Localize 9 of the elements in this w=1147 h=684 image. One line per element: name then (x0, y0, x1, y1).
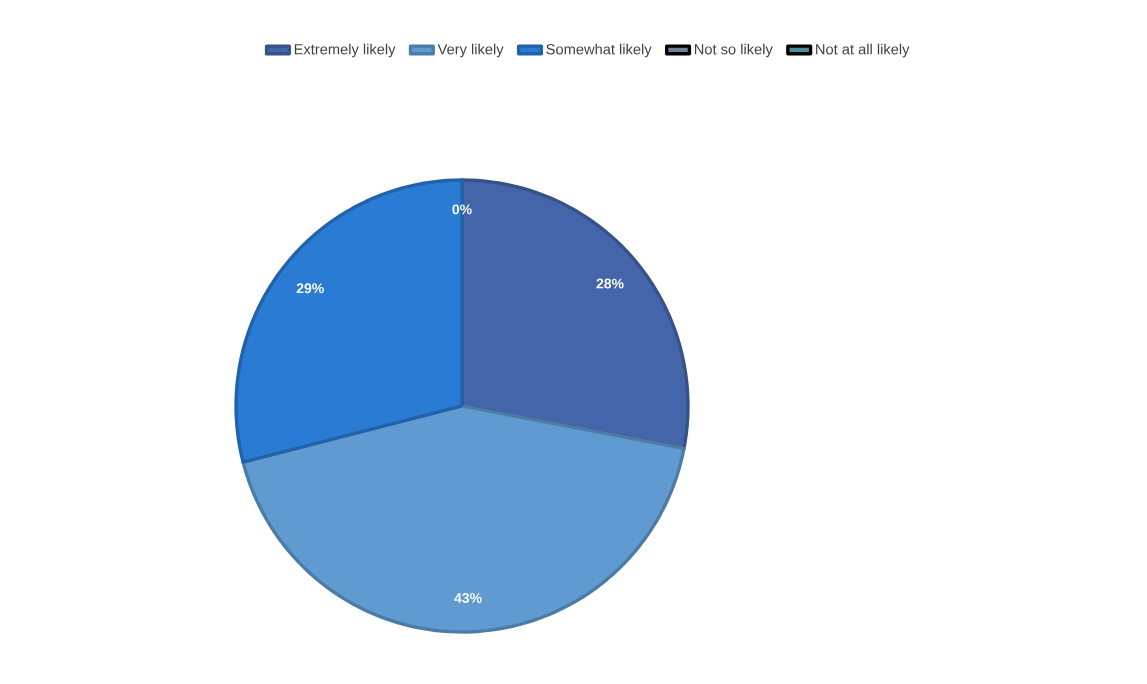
data-label: 28% (596, 278, 624, 289)
data-label: 29% (296, 283, 324, 294)
legend-label: Not so likely (694, 43, 773, 58)
data-label: 43% (454, 593, 482, 603)
legend-label: Not at all likely (816, 43, 910, 58)
text: 0% (452, 204, 472, 215)
legend-label: Very likely (437, 43, 504, 58)
legend-label: Somewhat likely (546, 43, 652, 58)
legend-label: Extremely likely (294, 43, 396, 58)
